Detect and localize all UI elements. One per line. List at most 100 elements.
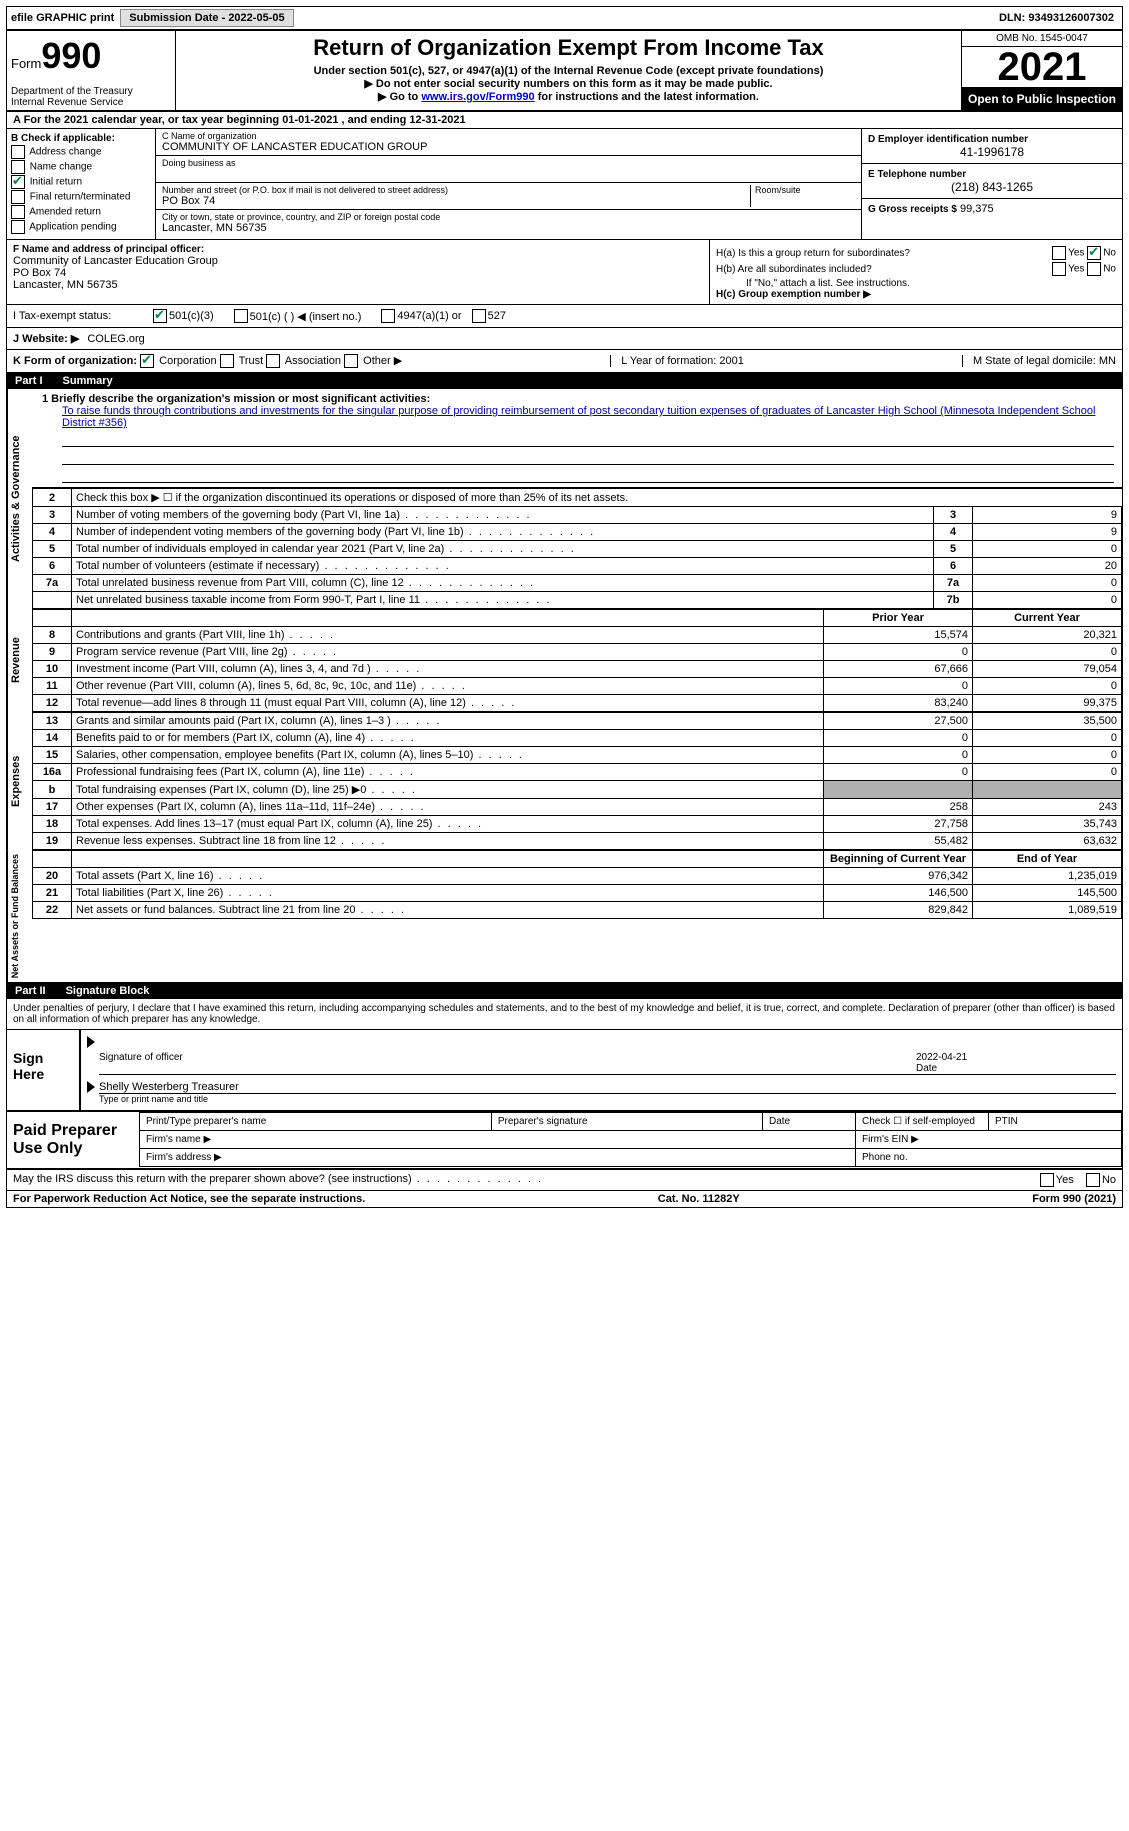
vlabel-revenue: Revenue [7, 609, 32, 712]
chk-corp[interactable] [140, 354, 154, 368]
chk-assoc[interactable] [266, 354, 280, 368]
hb-yes-checkbox[interactable] [1052, 262, 1066, 276]
f-name: Community of Lancaster Education Group [13, 255, 703, 267]
blank-line [62, 432, 1114, 447]
line-desc: Total assets (Part X, line 16) [72, 868, 824, 885]
line-num: 12 [33, 695, 72, 712]
hb-no-checkbox[interactable] [1087, 262, 1101, 276]
chk-initial-return[interactable]: Initial return [11, 175, 151, 189]
chk-4947[interactable] [381, 309, 395, 323]
k-corp: Corporation [159, 355, 216, 367]
k-assoc: Association [285, 355, 341, 367]
current-val: 0 [973, 644, 1122, 661]
footer-mid: Cat. No. 11282Y [658, 1193, 740, 1205]
current-val: 1,089,519 [973, 902, 1122, 919]
line-num: 2 [33, 489, 72, 507]
form-word: Form [11, 56, 41, 71]
column-c: C Name of organization COMMUNITY OF LANC… [156, 129, 862, 239]
part1-header: Part I Summary [7, 373, 1122, 389]
chk-final-return[interactable]: Final return/terminated [11, 190, 151, 204]
blank [72, 610, 824, 627]
sig-date: 2022-04-21 [916, 1052, 967, 1063]
hb-yes: Yes [1068, 264, 1084, 275]
line-desc: Revenue less expenses. Subtract line 18 … [72, 833, 824, 850]
sub3-pre: ▶ Go to [378, 91, 421, 103]
hb-label: H(b) Are all subordinates included? [716, 264, 872, 275]
hb-note: If "No," attach a list. See instructions… [716, 278, 1116, 289]
line-num: 8 [33, 627, 72, 644]
footer-left: For Paperwork Reduction Act Notice, see … [13, 1193, 365, 1205]
line-desc: Total fundraising expenses (Part IX, col… [72, 781, 824, 799]
city-label: City or town, state or province, country… [162, 212, 855, 222]
prior-year-head: Beginning of Current Year [824, 851, 973, 868]
ha-yes-checkbox[interactable] [1052, 246, 1066, 260]
opt2: Initial return [30, 177, 82, 188]
cell-street: Number and street (or P.O. box if mail i… [156, 183, 861, 210]
chk-address-change[interactable]: Address change [11, 145, 151, 159]
submission-date-button[interactable]: Submission Date - 2022-05-05 [120, 9, 293, 27]
opt0: Address change [29, 147, 101, 158]
chk-amended[interactable]: Amended return [11, 205, 151, 219]
irs-link[interactable]: www.irs.gov/Form990 [421, 91, 534, 103]
chk-other[interactable] [344, 354, 358, 368]
line-desc: Program service revenue (Part VIII, line… [72, 644, 824, 661]
prior-val: 0 [824, 644, 973, 661]
header-row: Form990 Department of the Treasury Inter… [7, 31, 1122, 112]
ha-line: H(a) Is this a group return for subordin… [716, 246, 1116, 260]
officer-sig-line: Signature of officer 2022-04-21Date [99, 1052, 1116, 1075]
line-desc: Investment income (Part VIII, column (A)… [72, 661, 824, 678]
street-label: Number and street (or P.O. box if mail i… [162, 185, 750, 195]
ein-value: 41-1996178 [868, 145, 1116, 159]
chk-501c[interactable] [234, 309, 248, 323]
sub3-post: for instructions and the latest informat… [535, 91, 759, 103]
line-val: 0 [973, 592, 1122, 609]
ha-no-checkbox[interactable] [1087, 246, 1101, 260]
sign-here-label: Sign Here [7, 1030, 81, 1110]
prior-val: 27,758 [824, 816, 973, 833]
header-left: Form990 Department of the Treasury Inter… [7, 31, 176, 110]
chk-trust[interactable] [220, 354, 234, 368]
line-num: 10 [33, 661, 72, 678]
k-year-formation: L Year of formation: 2001 [610, 355, 754, 367]
blank [33, 610, 72, 627]
firm-ein-label: Firm's EIN ▶ [856, 1131, 1122, 1149]
prior-year-head: Prior Year [824, 610, 973, 627]
ha-no: No [1103, 248, 1116, 259]
line-desc: Total revenue—add lines 8 through 11 (mu… [72, 695, 824, 712]
line-box: 4 [934, 524, 973, 541]
line-desc: Salaries, other compensation, employee b… [72, 747, 824, 764]
line-val: 20 [973, 558, 1122, 575]
exp-table: 13Grants and similar amounts paid (Part … [32, 712, 1122, 850]
column-b: B Check if applicable: Address change Na… [7, 129, 156, 239]
chk-name-change[interactable]: Name change [11, 160, 151, 174]
declaration-text: Under penalties of perjury, I declare th… [7, 999, 1122, 1030]
discuss-yes-checkbox[interactable] [1040, 1173, 1054, 1187]
line-num [33, 592, 72, 609]
row-h: H(a) Is this a group return for subordin… [710, 240, 1122, 304]
chk-501c3[interactable] [153, 309, 167, 323]
ha-label: H(a) Is this a group return for subordin… [716, 248, 910, 259]
line-num: 6 [33, 558, 72, 575]
cell-ein: D Employer identification number 41-1996… [862, 129, 1122, 164]
ein-label: D Employer identification number [868, 134, 1028, 145]
prior-val: 55,482 [824, 833, 973, 850]
chk-527[interactable] [472, 309, 486, 323]
line-num: b [33, 781, 72, 799]
col-b-title: B Check if applicable: [11, 133, 151, 144]
sig-date-label: Date [916, 1063, 937, 1074]
current-val: 35,500 [973, 713, 1122, 730]
f-addr1: PO Box 74 [13, 267, 703, 279]
department-label: Department of the Treasury Internal Reve… [11, 86, 133, 108]
part1-num: Part I [15, 375, 63, 387]
line-num: 14 [33, 730, 72, 747]
inspection-label: Open to Public Inspection [962, 88, 1122, 110]
discuss-no-checkbox[interactable] [1086, 1173, 1100, 1187]
line-desc: Net unrelated business taxable income fr… [72, 592, 934, 609]
current-val: 1,235,019 [973, 868, 1122, 885]
line-desc: Total number of individuals employed in … [72, 541, 934, 558]
efile-label: efile GRAPHIC print [7, 10, 118, 26]
paid-prep-grid: Print/Type preparer's name Preparer's si… [139, 1112, 1122, 1168]
prep-ptin-header: PTIN [989, 1113, 1122, 1131]
chk-app-pending[interactable]: Application pending [11, 220, 151, 234]
mission-text: To raise funds through contributions and… [62, 405, 1114, 429]
